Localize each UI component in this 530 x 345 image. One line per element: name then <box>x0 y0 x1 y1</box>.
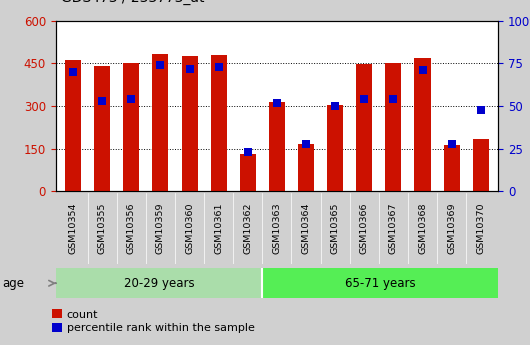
Point <box>447 141 456 146</box>
Point <box>273 100 281 106</box>
Text: GSM10354: GSM10354 <box>68 203 77 254</box>
Bar <box>56 268 262 298</box>
Text: GSM10366: GSM10366 <box>360 203 369 254</box>
Text: GSM10355: GSM10355 <box>98 203 107 254</box>
Point <box>244 149 252 155</box>
Legend: count, percentile rank within the sample: count, percentile rank within the sample <box>48 305 259 338</box>
Text: GDS473 / 233773_at: GDS473 / 233773_at <box>61 0 205 5</box>
Bar <box>262 268 498 298</box>
Point <box>360 97 368 102</box>
Text: GSM10367: GSM10367 <box>389 203 398 254</box>
Text: GSM10365: GSM10365 <box>331 203 340 254</box>
Bar <box>298 144 314 191</box>
Text: GSM10361: GSM10361 <box>214 203 223 254</box>
Bar <box>444 145 460 191</box>
Bar <box>269 102 285 191</box>
Point <box>156 62 165 68</box>
Bar <box>414 58 430 191</box>
Point <box>186 66 194 71</box>
Text: GSM10363: GSM10363 <box>272 203 281 254</box>
Text: GSM10368: GSM10368 <box>418 203 427 254</box>
Bar <box>211 56 227 191</box>
Point <box>476 107 485 112</box>
Point <box>215 64 223 70</box>
Bar <box>94 66 110 191</box>
Text: GSM10369: GSM10369 <box>447 203 456 254</box>
Text: GSM10370: GSM10370 <box>476 203 485 254</box>
Bar <box>327 105 343 191</box>
Bar <box>240 155 256 191</box>
Bar <box>356 64 372 191</box>
Text: 20-29 years: 20-29 years <box>123 277 195 290</box>
Point <box>389 97 398 102</box>
Point <box>69 69 77 75</box>
Bar <box>182 56 198 191</box>
Bar <box>473 139 489 191</box>
Text: GSM10364: GSM10364 <box>302 203 311 254</box>
Point <box>98 98 107 104</box>
Text: GSM10360: GSM10360 <box>185 203 194 254</box>
Text: GSM10362: GSM10362 <box>243 203 252 254</box>
Text: GSM10356: GSM10356 <box>127 203 136 254</box>
Point <box>302 141 310 146</box>
Point <box>418 68 427 73</box>
Bar <box>153 54 169 191</box>
Text: GSM10359: GSM10359 <box>156 203 165 254</box>
Point <box>331 104 339 109</box>
Bar <box>385 63 401 191</box>
Text: age: age <box>3 277 25 290</box>
Point <box>127 97 136 102</box>
Bar <box>65 60 81 191</box>
Bar <box>123 63 139 191</box>
Text: 65-71 years: 65-71 years <box>345 277 416 290</box>
